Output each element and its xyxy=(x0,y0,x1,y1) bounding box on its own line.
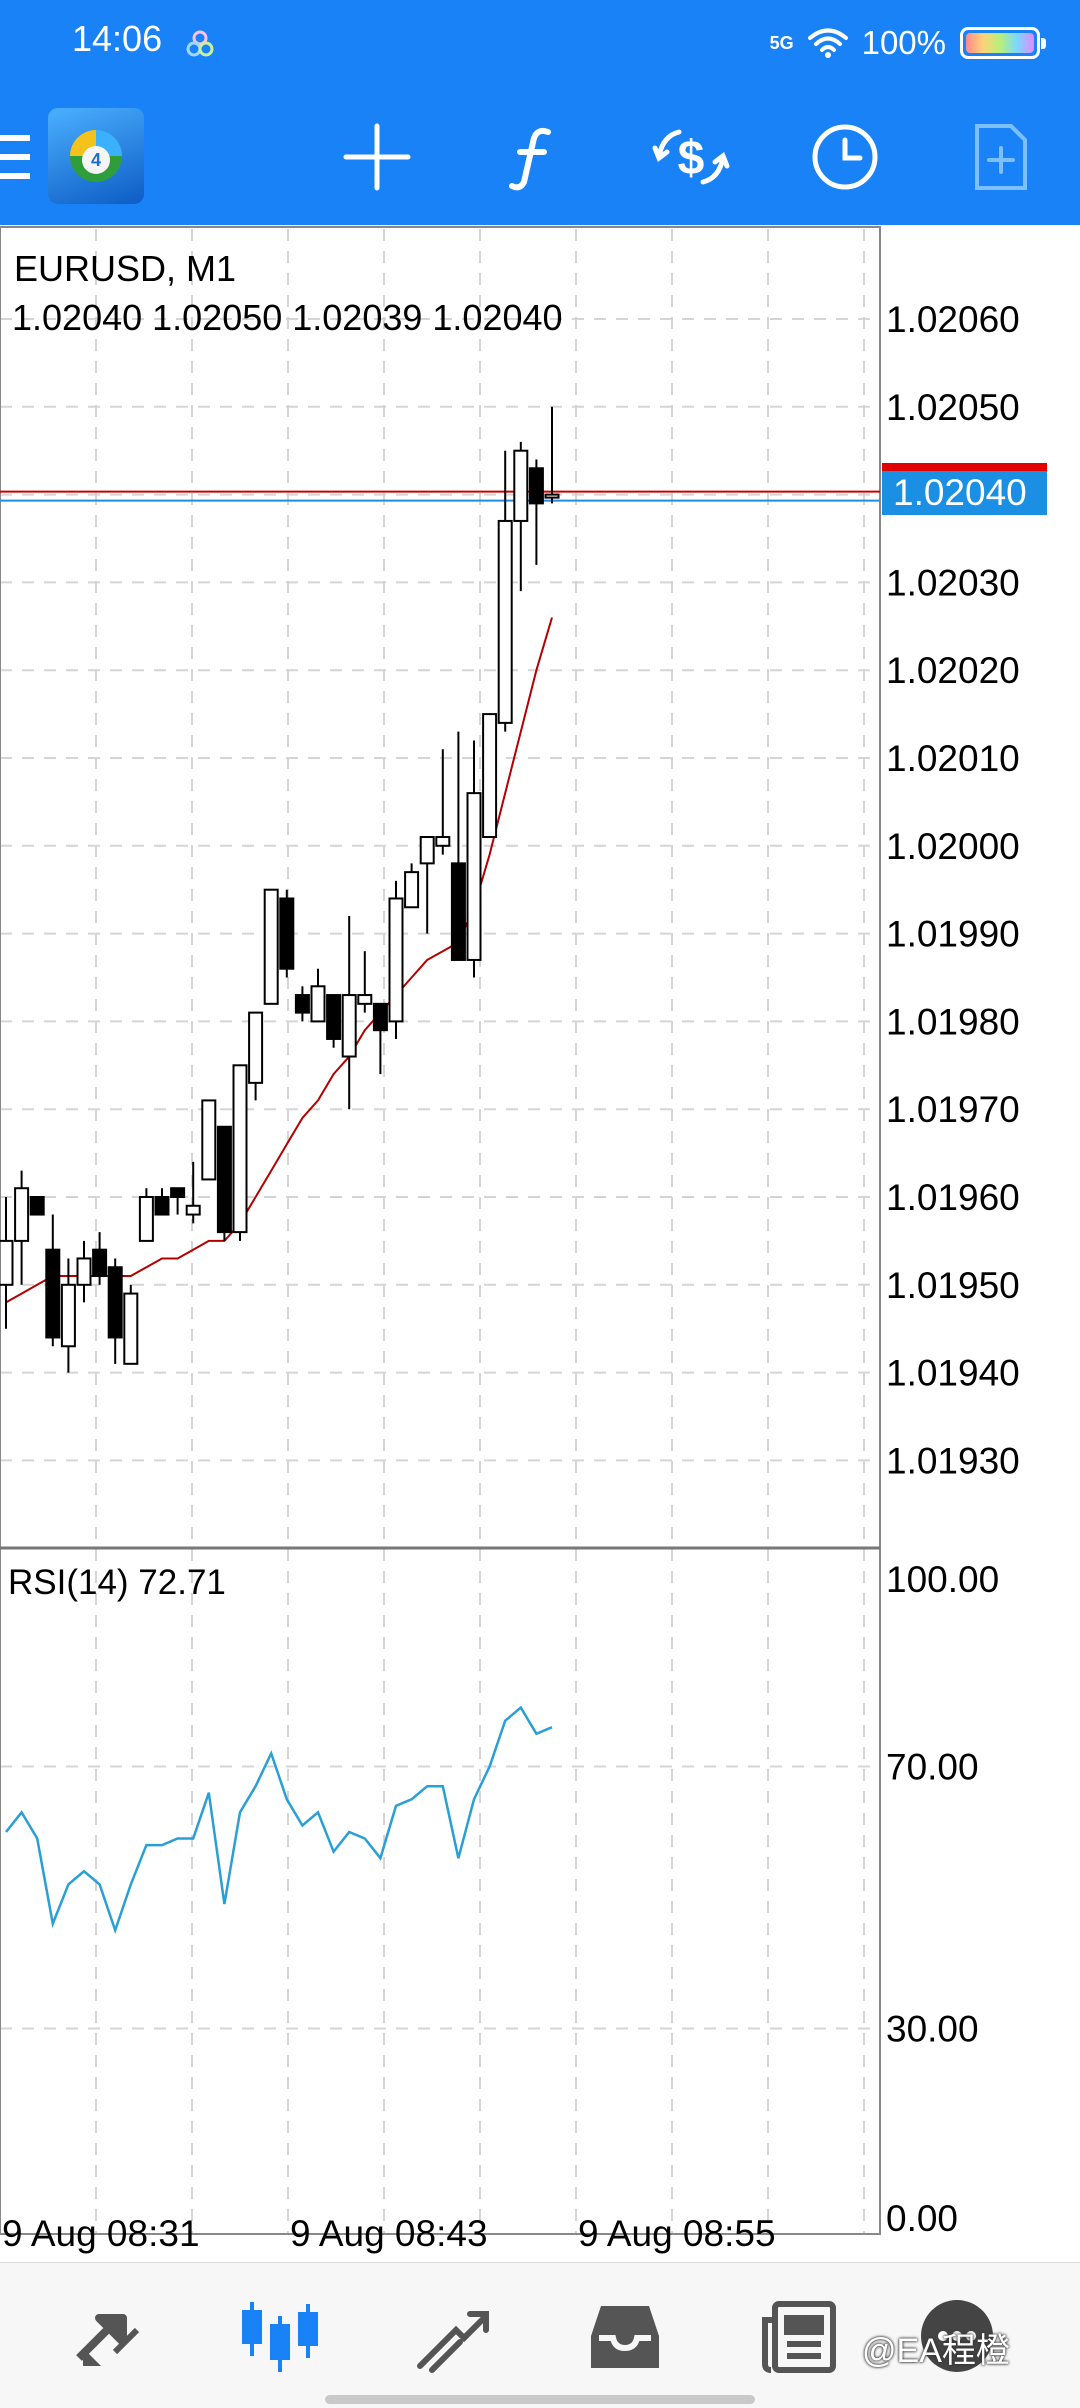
current-price-label-bg xyxy=(882,471,1047,515)
rsi-tick-label: 30.00 xyxy=(886,2009,979,2050)
current-price-label: 1.02040 xyxy=(893,472,1027,513)
quotes-arrows-icon[interactable] xyxy=(64,2291,154,2381)
price-tick-label: 1.02020 xyxy=(886,650,1020,691)
svg-text:$: $ xyxy=(678,132,705,185)
indicators-f-icon[interactable] xyxy=(488,112,578,202)
candle xyxy=(263,888,279,1005)
menu-icon[interactable] xyxy=(0,135,30,179)
new-document-icon[interactable] xyxy=(956,112,1046,202)
candle xyxy=(419,836,435,934)
chart-candles-icon[interactable] xyxy=(235,2291,325,2381)
wifi-icon xyxy=(807,28,848,58)
battery-icon xyxy=(960,27,1046,59)
trade-icon[interactable] xyxy=(407,2291,497,2381)
candle xyxy=(216,1125,232,1241)
rsi-label: RSI(14) 72.71 xyxy=(8,1563,226,1602)
news-icon[interactable] xyxy=(754,2291,844,2381)
price-tick-label: 1.02030 xyxy=(886,562,1020,603)
candle xyxy=(450,731,466,961)
candle xyxy=(76,1240,92,1303)
price-tick-label: 1.01940 xyxy=(886,1353,1020,1394)
svg-text:4: 4 xyxy=(91,150,101,170)
candle xyxy=(138,1188,154,1242)
price-chart[interactable]: 1.02060 1.02050 1.02030 1.02020 1.02010 1.020… xyxy=(0,225,1080,2262)
trade-dollar-icon[interactable]: $ xyxy=(646,112,736,202)
rsi-tick-label: 70.00 xyxy=(886,1747,979,1788)
period-clock-icon[interactable] xyxy=(800,112,890,202)
chart-ohlc: 1.02040 1.02050 1.02039 1.02040 xyxy=(12,297,563,338)
candle xyxy=(92,1232,108,1285)
candle xyxy=(326,994,342,1048)
home-indicator[interactable] xyxy=(325,2395,755,2404)
candle xyxy=(154,1188,170,1216)
battery-percent: 100% xyxy=(861,24,946,61)
price-tick-label: 1.01980 xyxy=(886,1001,1020,1042)
candle xyxy=(435,749,451,855)
time-tick-label: 9 Aug 08:55 xyxy=(578,2213,776,2254)
status-right: 5G 100% xyxy=(769,18,1046,68)
watermark: @EA程橙 xyxy=(862,2332,1010,2370)
app-header: 14:06 5G 100% 4 xyxy=(0,0,1080,225)
candle xyxy=(294,986,310,1022)
price-tick-label: 1.02000 xyxy=(886,826,1020,867)
time-tick-label: 9 Aug 08:43 xyxy=(290,2213,488,2254)
candle xyxy=(60,1258,76,1373)
mt4-logo-icon[interactable]: 4 xyxy=(48,108,144,204)
rsi-line xyxy=(5,1705,553,1935)
candle xyxy=(372,1002,388,1075)
price-tick-label: 1.01960 xyxy=(886,1177,1020,1218)
candle xyxy=(14,1170,30,1285)
candle xyxy=(45,1214,61,1347)
candle xyxy=(528,459,544,565)
candle xyxy=(29,1196,45,1216)
candle xyxy=(279,889,295,978)
candle xyxy=(201,1099,217,1181)
bottom-navigation: @EA程橙 xyxy=(0,2262,1080,2408)
candle xyxy=(170,1187,186,1215)
messages-avatar-icon[interactable] xyxy=(912,2291,1002,2381)
network-badge: 5G xyxy=(769,33,794,53)
candle xyxy=(341,916,357,1110)
candle xyxy=(357,951,373,1013)
candle xyxy=(123,1284,139,1365)
rsi-tick-label: 0.00 xyxy=(886,2198,958,2239)
candle xyxy=(482,713,498,839)
candle xyxy=(404,863,420,909)
candle xyxy=(185,1161,201,1224)
candle xyxy=(497,450,513,732)
price-tick-label: 1.01970 xyxy=(886,1089,1020,1130)
candle xyxy=(513,441,529,592)
rsi-tick-label: 100.00 xyxy=(886,1559,999,1600)
chart-symbol: EURUSD, M1 xyxy=(14,248,236,289)
candle xyxy=(466,740,482,978)
price-tick-label: 1.02060 xyxy=(886,299,1020,340)
candle xyxy=(107,1258,123,1364)
price-tick-label: 1.01990 xyxy=(886,914,1020,955)
history-inbox-icon[interactable] xyxy=(580,2291,670,2381)
candle xyxy=(232,1064,248,1241)
price-tick-label: 1.02010 xyxy=(886,738,1020,779)
candle xyxy=(544,406,560,504)
price-tick-label: 1.01930 xyxy=(886,1440,1020,1481)
candle xyxy=(388,880,404,1039)
notification-icon xyxy=(186,30,214,57)
candle xyxy=(310,968,326,1023)
crosshair-icon[interactable] xyxy=(332,112,422,202)
time-tick-label: 9 Aug 08:31 xyxy=(2,2213,200,2254)
candle xyxy=(0,1197,14,1329)
status-time: 14:06 xyxy=(72,18,163,59)
price-tick-label: 1.02050 xyxy=(886,387,1020,428)
price-tick-label: 1.01950 xyxy=(886,1265,1020,1306)
candle xyxy=(248,1011,264,1101)
